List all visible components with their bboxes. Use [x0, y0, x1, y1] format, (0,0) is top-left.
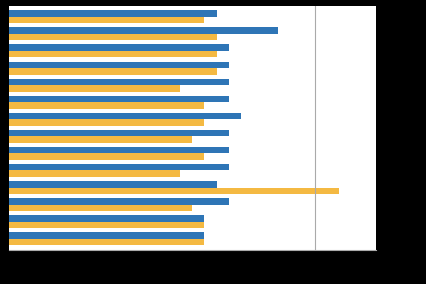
Bar	[0, 119, 204, 126]
Bar	[0, 153, 204, 160]
Bar	[0, 147, 228, 153]
Bar	[0, 198, 228, 205]
Bar	[0, 27, 277, 34]
Bar	[0, 68, 216, 74]
Bar	[0, 45, 228, 51]
Bar	[0, 136, 192, 143]
Bar	[0, 205, 192, 211]
Bar	[0, 215, 204, 222]
Bar	[0, 17, 204, 23]
Bar	[0, 113, 241, 119]
Bar	[0, 102, 204, 109]
Bar	[0, 96, 228, 102]
Bar	[0, 239, 204, 245]
Bar	[0, 164, 228, 170]
Bar	[0, 62, 228, 68]
Bar	[0, 51, 216, 57]
Bar	[0, 130, 228, 136]
Bar	[0, 187, 338, 194]
Bar	[0, 85, 179, 92]
Bar	[0, 34, 216, 40]
Bar	[0, 10, 216, 17]
Bar	[0, 79, 228, 85]
Bar	[0, 170, 179, 177]
Bar	[0, 232, 204, 239]
Bar	[0, 222, 204, 228]
Bar	[0, 181, 216, 187]
